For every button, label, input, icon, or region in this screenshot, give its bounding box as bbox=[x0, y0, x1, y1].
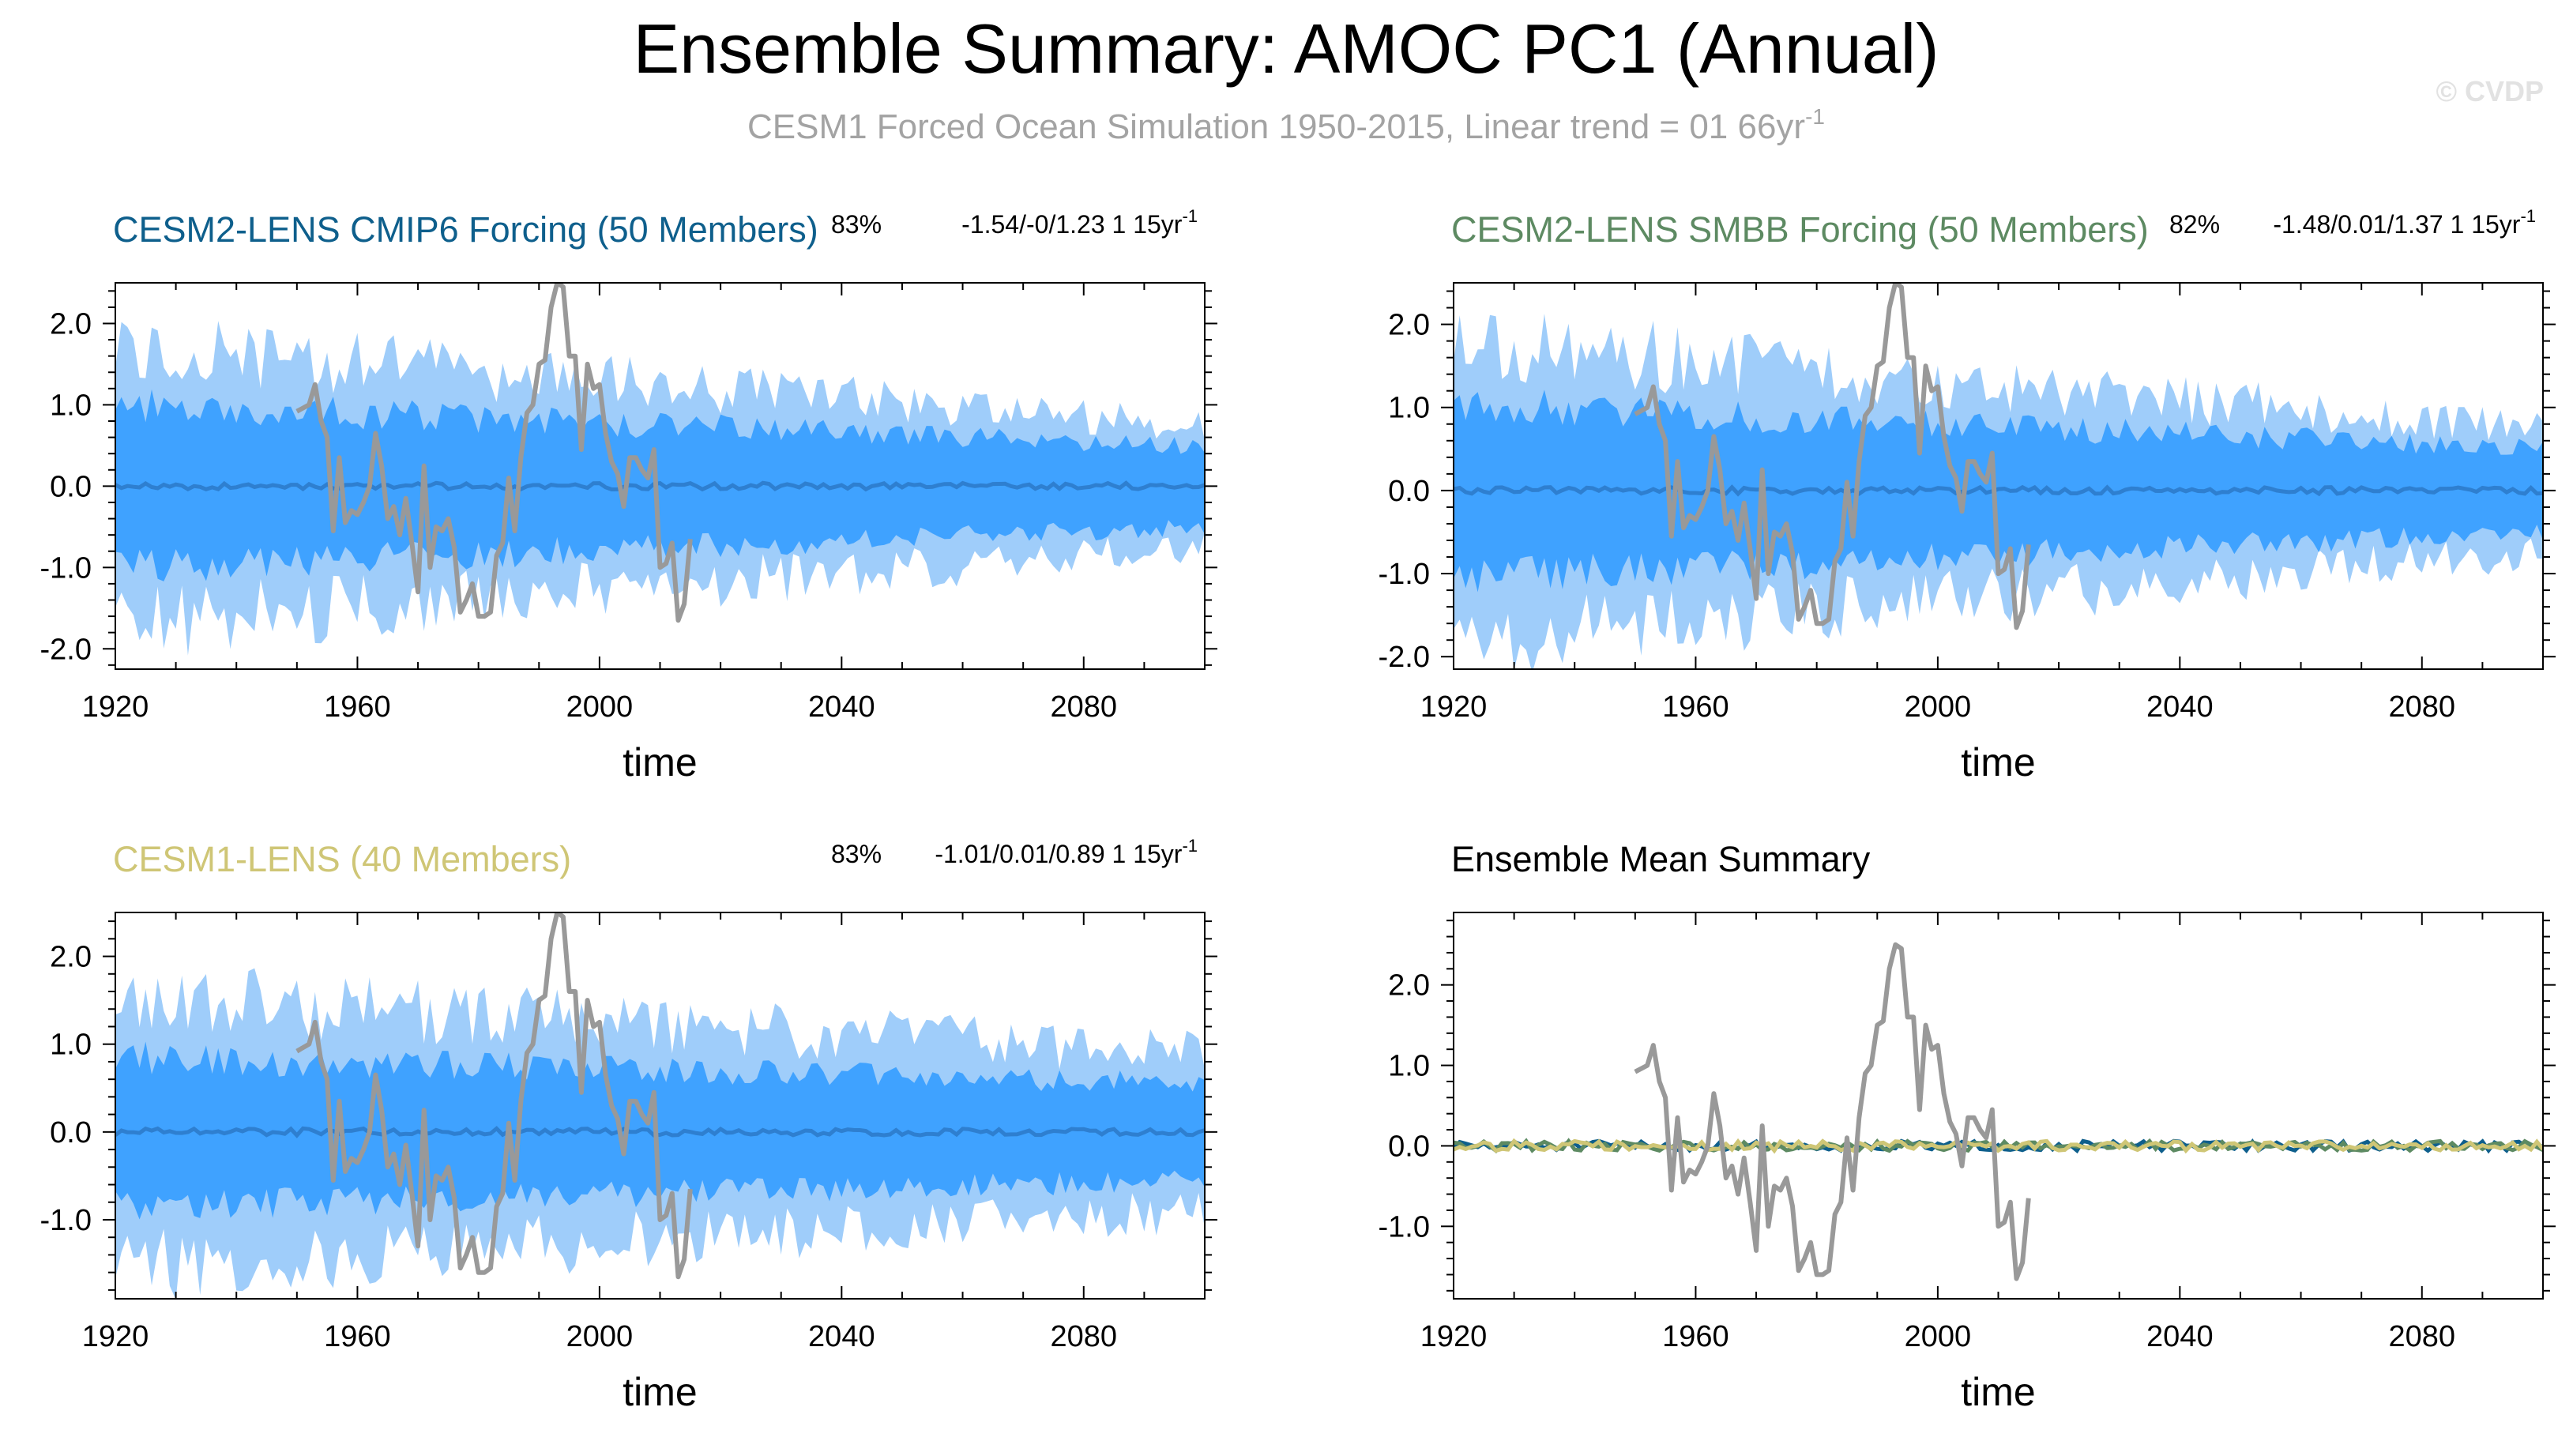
observed-series-line bbox=[1634, 942, 2031, 1281]
plot-area bbox=[1454, 942, 2543, 1281]
ensemble-mean-line bbox=[115, 1126, 1205, 1138]
mean-series-line bbox=[1454, 1138, 2543, 1154]
panel-cesm1: 1920 1960 2000 2040 2080 -1.0 0.0 1.0 2.0 time CES… bbox=[40, 836, 1217, 1414]
y-tick-label: -2.0 bbox=[1379, 641, 1430, 674]
y-tick-label: 0.0 bbox=[1388, 1130, 1430, 1163]
x-axis-label: time bbox=[623, 1370, 697, 1414]
plot-frame bbox=[1453, 912, 2544, 1300]
x-tick-label: 2000 bbox=[1905, 690, 1972, 724]
y-tick-label: -1.0 bbox=[1379, 1210, 1430, 1243]
y-tick-label: 1.0 bbox=[50, 389, 92, 422]
x-tick-label: 2080 bbox=[1051, 690, 1118, 724]
x-tick-label: 1920 bbox=[82, 690, 149, 724]
x-tick-label: 1920 bbox=[1420, 1320, 1488, 1353]
x-tick-label: 2040 bbox=[808, 690, 875, 724]
x-tick-label: 1960 bbox=[1662, 690, 1729, 724]
subtitle: CESM1 Forced Ocean Simulation 1950-2015,… bbox=[747, 104, 1825, 146]
observed-series-line bbox=[295, 912, 693, 1280]
subtitle-text: CESM1 Forced Ocean Simulation 1950-2015,… bbox=[747, 107, 1805, 146]
observed-series-line bbox=[295, 283, 693, 623]
x-tick-label: 2000 bbox=[1905, 1320, 1972, 1353]
subtitle-exponent: -1 bbox=[1805, 104, 1825, 129]
y-tick-label: -1.0 bbox=[40, 1204, 92, 1237]
inner-range-band bbox=[115, 1041, 1205, 1220]
x-axis-label: time bbox=[1961, 740, 2035, 784]
y-tick-label: -1.0 bbox=[1379, 558, 1430, 591]
main-title: Ensemble Summary: AMOC PC1 (Annual) bbox=[633, 9, 1939, 88]
y-tick-label: 2.0 bbox=[50, 307, 92, 340]
x-tick-label: 2040 bbox=[808, 1320, 875, 1353]
y-tick-label: 2.0 bbox=[50, 941, 92, 974]
ensemble-mean-line bbox=[1454, 484, 2543, 497]
x-tick-label: 1920 bbox=[82, 1320, 149, 1353]
x-tick-label: 2080 bbox=[2389, 1320, 2456, 1353]
x-tick-label: 2080 bbox=[1051, 1320, 1118, 1353]
panel-title: Ensemble Mean Summary bbox=[1451, 839, 1871, 879]
watermark: © CVDP bbox=[2436, 75, 2544, 107]
y-tick-label: 0.0 bbox=[1388, 475, 1430, 508]
pattern-correlation: 82% bbox=[2169, 210, 2220, 239]
y-tick-label: 1.0 bbox=[1388, 392, 1430, 425]
x-tick-label: 1960 bbox=[324, 1320, 391, 1353]
x-tick-label: 2040 bbox=[2146, 1320, 2214, 1353]
panel-title: CESM2-LENS CMIP6 Forcing (50 Members) bbox=[113, 209, 818, 250]
panel-mean: 1920 1960 2000 2040 2080 -1.0 0.0 1.0 2.0 time Ens… bbox=[1379, 839, 2556, 1414]
plot-area bbox=[115, 283, 1205, 656]
y-tick-label: 1.0 bbox=[1388, 1050, 1430, 1083]
panel-smbb: 1920 1960 2000 2040 2080 -2.0 -1.0 0.0 1.0 2.0 tim… bbox=[1379, 206, 2556, 784]
y-tick-label: -1.0 bbox=[40, 551, 92, 585]
stats-label: -1.48/0.01/1.37 1 15yr-1 bbox=[2273, 206, 2536, 239]
stats-label: -1.54/-0/1.23 1 15yr-1 bbox=[961, 206, 1198, 239]
ensemble-mean-line bbox=[115, 480, 1205, 492]
x-tick-label: 1920 bbox=[1420, 690, 1488, 724]
y-tick-label: 0.0 bbox=[50, 470, 92, 503]
y-tick-label: 2.0 bbox=[1388, 309, 1430, 342]
y-tick-label: 1.0 bbox=[50, 1029, 92, 1062]
x-tick-label: 2080 bbox=[2389, 690, 2456, 724]
x-tick-label: 2000 bbox=[566, 690, 634, 724]
x-tick-label: 2000 bbox=[566, 1320, 634, 1353]
y-tick-label: 0.0 bbox=[50, 1116, 92, 1149]
x-axis-label: time bbox=[623, 740, 697, 784]
plot-area bbox=[1454, 283, 2543, 669]
y-tick-label: -2.0 bbox=[40, 633, 92, 666]
panel-cmip6: 1920 1960 2000 2040 2080 -2.0 -1.0 0.0 1.0 2.0 tim… bbox=[40, 206, 1217, 784]
x-tick-label: 1960 bbox=[1662, 1320, 1729, 1353]
panel-title: CESM1-LENS (40 Members) bbox=[113, 839, 571, 879]
plot-area bbox=[115, 912, 1205, 1299]
x-tick-label: 1960 bbox=[324, 690, 391, 724]
x-axis-label: time bbox=[1961, 1370, 2035, 1414]
pattern-correlation: 83% bbox=[831, 840, 882, 868]
stats-label: -1.01/0.01/0.89 1 15yr-1 bbox=[935, 836, 1198, 868]
observed-series-line bbox=[1634, 283, 2031, 630]
y-tick-label: 2.0 bbox=[1388, 969, 1430, 1003]
x-tick-label: 2040 bbox=[2146, 690, 2214, 724]
pattern-correlation: 83% bbox=[831, 210, 882, 239]
panel-title: CESM2-LENS SMBB Forcing (50 Members) bbox=[1451, 209, 2149, 250]
